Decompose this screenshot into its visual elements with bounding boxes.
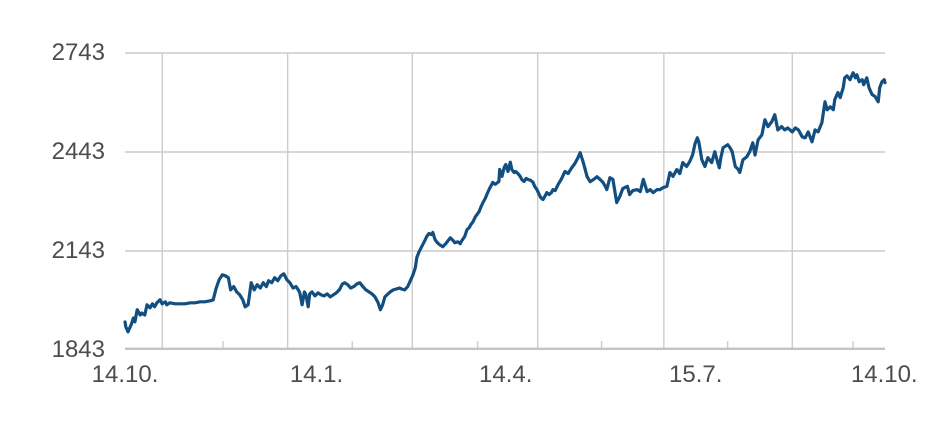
x-axis-label: 15.7. [669,361,723,388]
y-axis-label: 2443 [51,138,105,165]
y-axis-label: 2143 [51,237,105,264]
y-axis-label: 1843 [51,336,105,363]
x-axis-label: 14.10. [91,361,159,388]
x-axis-label: 14.4. [479,361,533,388]
y-axis-label: 2743 [51,39,105,66]
x-axis-label: 14.1. [289,361,344,388]
x-axis-label: 14.10. [850,361,918,388]
price-line [123,71,887,334]
plot-area [123,52,887,350]
